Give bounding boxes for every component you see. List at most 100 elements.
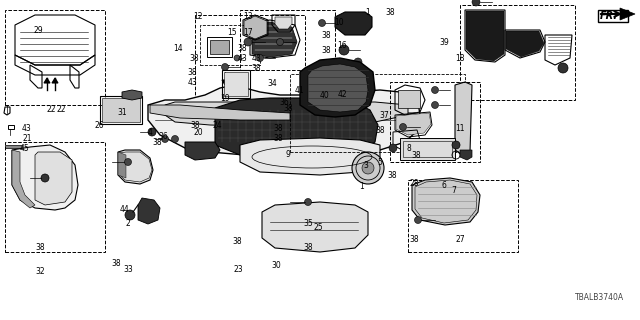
Polygon shape [412,178,480,225]
Text: 38: 38 [187,68,197,76]
Text: 17: 17 [243,28,253,36]
Text: 30: 30 [271,261,281,270]
Text: 23: 23 [233,266,243,275]
Polygon shape [308,64,368,112]
Text: 12: 12 [193,12,203,20]
Text: 40: 40 [320,91,330,100]
Text: 15: 15 [227,28,237,36]
Polygon shape [506,31,544,57]
Text: 44: 44 [120,205,130,214]
Text: 43: 43 [237,53,247,62]
Bar [222,70,250,98]
Text: 10: 10 [334,18,344,27]
Text: 22: 22 [56,105,66,114]
Text: 9: 9 [285,149,291,158]
Polygon shape [12,150,35,208]
Circle shape [41,174,49,182]
Polygon shape [262,202,368,252]
Polygon shape [148,85,420,162]
Bar [400,138,455,160]
Text: 38: 38 [251,63,261,73]
Polygon shape [122,90,142,100]
Circle shape [415,217,422,223]
Circle shape [244,38,252,46]
Polygon shape [275,17,292,29]
Circle shape [354,58,362,66]
Circle shape [125,210,135,220]
Polygon shape [185,142,220,160]
Circle shape [125,158,131,165]
Text: 38: 38 [35,243,45,252]
Text: 38: 38 [411,150,421,159]
Text: 13: 13 [243,12,253,20]
Bar [100,96,142,124]
Text: 34: 34 [267,78,277,87]
Text: 38: 38 [409,236,419,244]
Text: 41: 41 [294,85,304,94]
Bar [290,74,465,152]
Text: 45: 45 [19,143,29,153]
Polygon shape [222,80,228,85]
Circle shape [352,152,384,184]
Polygon shape [240,138,380,175]
Bar [5,142,105,252]
Text: 38: 38 [303,244,313,252]
Text: 18: 18 [455,53,465,62]
Polygon shape [165,102,408,127]
Bar [398,90,420,108]
Circle shape [172,135,179,142]
Circle shape [148,128,156,136]
Polygon shape [335,12,372,35]
Text: 38: 38 [273,133,283,142]
Text: TBALB3740A: TBALB3740A [575,293,624,302]
Circle shape [319,20,326,27]
Circle shape [161,135,168,142]
Polygon shape [35,152,72,205]
Text: 38: 38 [273,124,283,132]
Text: 38: 38 [385,7,395,17]
Bar [102,98,140,122]
Circle shape [339,45,349,55]
Text: 42: 42 [337,90,347,99]
Text: 16: 16 [337,41,347,50]
Text: 4: 4 [148,127,152,137]
Bar [195,15,305,100]
Polygon shape [52,78,58,83]
Circle shape [389,144,397,152]
Bar [207,37,232,57]
Polygon shape [215,98,378,160]
Bar [200,25,260,65]
Text: 43: 43 [22,124,32,132]
Text: 31: 31 [117,108,127,116]
Text: 43: 43 [187,77,197,86]
Bar [403,141,452,157]
Text: 26: 26 [94,121,104,130]
Polygon shape [150,105,290,120]
Polygon shape [466,11,504,61]
Text: 32: 32 [35,267,45,276]
Polygon shape [44,78,50,83]
Text: 35: 35 [303,220,313,228]
Text: 2: 2 [125,220,131,228]
Text: 38: 38 [111,259,121,268]
Text: 38: 38 [375,125,385,134]
Bar [460,5,575,100]
Text: 6: 6 [442,180,447,189]
Bar [210,40,229,54]
Text: 38: 38 [321,45,331,54]
Bar [240,10,335,70]
Circle shape [558,63,568,73]
Bar [224,72,248,96]
Text: 36: 36 [279,98,289,107]
Text: 25: 25 [313,223,323,233]
Text: 37: 37 [379,110,389,119]
Text: 38: 38 [189,53,199,62]
Polygon shape [460,150,472,160]
Text: 7: 7 [452,186,456,195]
Circle shape [431,86,438,93]
Text: 5: 5 [378,157,383,166]
Circle shape [257,54,264,61]
Circle shape [221,63,228,70]
Text: 20: 20 [193,127,203,137]
Polygon shape [138,198,160,224]
